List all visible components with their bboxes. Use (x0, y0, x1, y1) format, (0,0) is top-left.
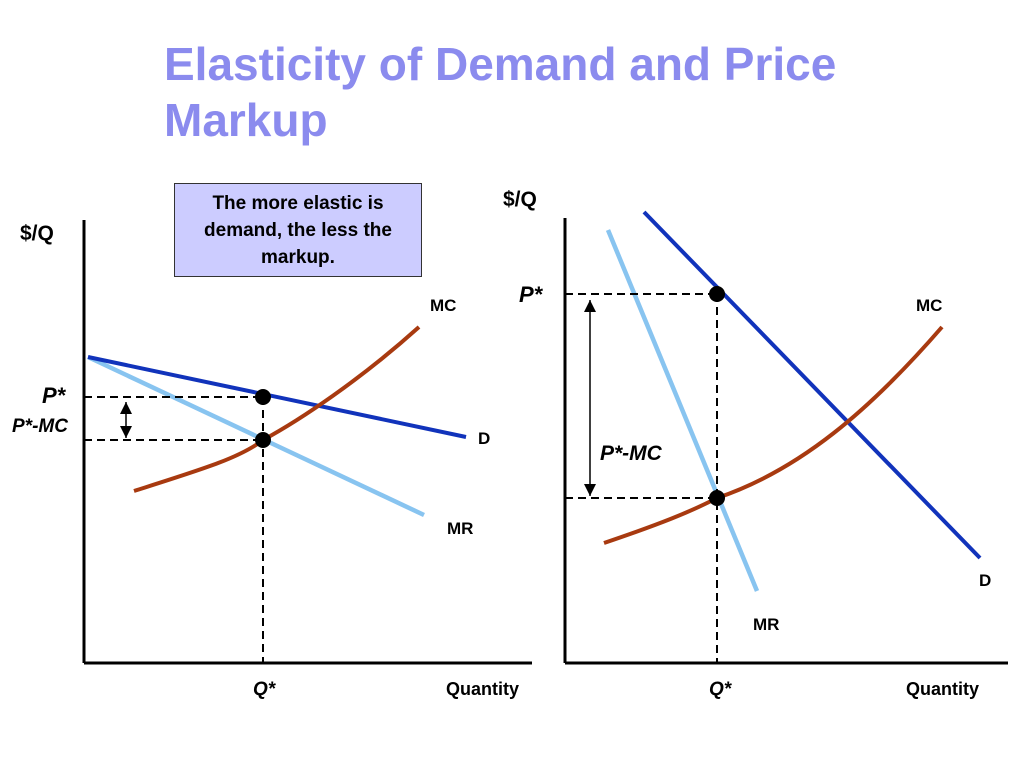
left-markup-label: P*-MC (12, 416, 68, 437)
right-d-label: D (979, 571, 991, 590)
right-panel: $/Q P* P*-MC MC D MR Q* Quantity (503, 188, 1008, 700)
left-y-axis-label: $/Q (20, 222, 54, 245)
left-mc-curve (133, 325, 421, 493)
left-d-label: D (478, 429, 490, 448)
left-mc-label: MC (430, 296, 456, 315)
right-mr-curve (605, 229, 760, 592)
slide-title: Elasticity of Demand and Price Markup (164, 38, 837, 146)
right-q-star-label: Q* (709, 679, 733, 700)
right-y-axis-label: $/Q (503, 188, 537, 211)
left-demand-curve (87, 355, 467, 439)
right-mc-label: MC (916, 296, 942, 315)
left-p-star-label: P* (42, 383, 67, 408)
callout-text: The more elastic is demand, the less the… (204, 192, 392, 268)
left-q-star-label: Q* (253, 679, 277, 700)
left-price-point (255, 389, 271, 405)
left-mr-label: MR (447, 519, 473, 538)
right-x-axis-label: Quantity (906, 679, 979, 699)
left-mc-point (255, 432, 271, 448)
right-mc-curve (603, 325, 944, 545)
left-x-axis-label: Quantity (446, 679, 519, 699)
callout-box: The more elastic is demand, the less the… (174, 183, 422, 277)
right-p-star-label: P* (519, 282, 544, 307)
right-demand-curve (642, 210, 982, 560)
left-mr-curve (87, 354, 425, 518)
right-markup-label: P*-MC (600, 442, 663, 465)
right-mc-point (709, 490, 725, 506)
right-price-point (709, 286, 725, 302)
right-mr-label: MR (753, 615, 779, 634)
left-panel: $/Q P* P*-MC MC D MR Q* Quantity (12, 220, 532, 700)
